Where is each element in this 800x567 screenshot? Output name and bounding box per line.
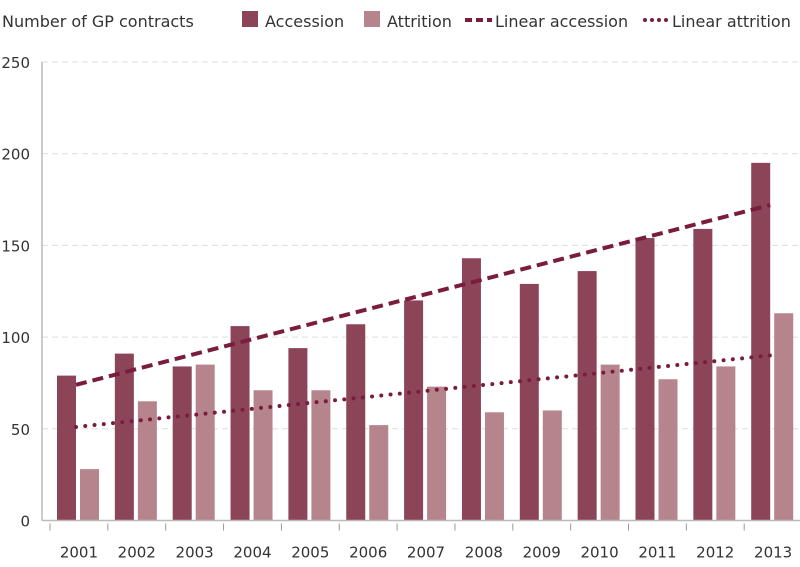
y-tick-label: 50: [11, 421, 30, 439]
bar-attrition-2010: [600, 364, 620, 521]
bar-accession-2010: [577, 271, 597, 521]
x-tick-label: 2011: [638, 544, 676, 562]
bar-attrition-2002: [137, 401, 157, 521]
legend: Accession Attrition Linear accession Lin…: [242, 11, 791, 31]
bar-attrition-2008: [484, 412, 504, 521]
x-tick-label: 2013: [754, 544, 792, 562]
legend-label-accession: Accession: [265, 12, 344, 31]
bar-attrition-2009: [542, 410, 562, 521]
bar-accession-2003: [172, 366, 192, 521]
x-tick-label: 2006: [349, 544, 387, 562]
bar-accession-2006: [346, 324, 366, 521]
y-tick-label: 250: [1, 54, 30, 72]
trendline-linear-accession: [75, 203, 771, 387]
x-tick-label: 2002: [118, 544, 156, 562]
x-tick-label: 2007: [407, 544, 445, 562]
bar-accession-2009: [519, 283, 539, 521]
bar-attrition-2011: [658, 379, 678, 521]
legend-label-linear-accession: Linear accession: [495, 12, 628, 31]
bar-accession-2012: [693, 228, 713, 521]
x-tick-label: 2010: [580, 544, 618, 562]
x-tick-label: 2012: [696, 544, 734, 562]
bar-accession-2011: [635, 238, 655, 521]
x-tick-label: 2003: [176, 544, 214, 562]
bar-attrition-2006: [369, 425, 389, 521]
x-tick-label: 2004: [233, 544, 271, 562]
bar-accession-2001: [57, 375, 76, 521]
bar-attrition-2003: [195, 364, 215, 521]
legend-label-linear-attrition: Linear attrition: [672, 12, 791, 31]
x-tick-label: 2005: [291, 544, 329, 562]
bar-accession-2004: [230, 326, 250, 521]
bar-attrition-2001: [80, 469, 99, 521]
bar-accession-2013: [751, 162, 771, 521]
bar-attrition-2007: [427, 386, 447, 521]
bar-attrition-2013: [774, 313, 794, 521]
legend-swatch-attrition: [364, 11, 380, 27]
x-tick-label: 2001: [60, 544, 98, 562]
bar-accession-2005: [288, 348, 308, 521]
y-tick-label: 200: [1, 146, 30, 164]
legend-swatch-accession: [242, 11, 258, 27]
y-axis-label: Number of GP contracts: [2, 12, 194, 31]
bar-attrition-2004: [253, 390, 273, 521]
bar-accession-2007: [404, 300, 424, 521]
bar-attrition-2012: [716, 366, 736, 521]
bar-accession-2002: [114, 353, 134, 521]
y-tick-label: 150: [1, 237, 30, 255]
bar-attrition-2005: [311, 390, 331, 521]
legend-label-attrition: Attrition: [387, 12, 452, 31]
y-tick-label: 0: [20, 513, 30, 531]
x-tick-label: 2008: [465, 544, 503, 562]
bar-accession-2008: [461, 258, 481, 521]
x-tick-label: 2009: [523, 544, 561, 562]
y-tick-label: 100: [1, 329, 30, 347]
